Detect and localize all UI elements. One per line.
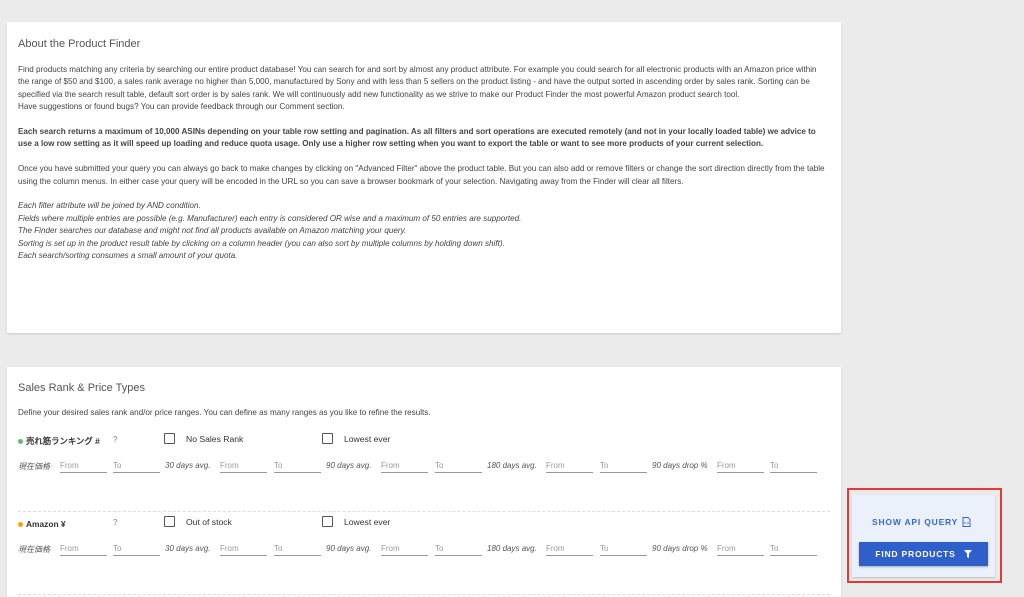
range-from-input[interactable] bbox=[546, 456, 593, 473]
checkbox-icon[interactable] bbox=[164, 433, 175, 444]
highlight-box bbox=[847, 488, 1002, 583]
help-icon[interactable]: ? bbox=[113, 435, 118, 444]
price-type-group: 売れ筋ランキング # ? No Sales Rank Lowest ever 現在… bbox=[18, 429, 830, 512]
color-dot-icon bbox=[18, 521, 23, 527]
range-to-input[interactable] bbox=[113, 539, 160, 556]
range-from-input[interactable] bbox=[717, 539, 764, 556]
range-to-input[interactable] bbox=[600, 456, 647, 473]
range-label: 30 days avg. bbox=[165, 461, 211, 470]
checkbox-lowest-ever[interactable]: Lowest ever bbox=[322, 516, 390, 527]
range-from-input[interactable] bbox=[60, 539, 107, 556]
about-title: About the Product Finder bbox=[18, 38, 141, 50]
range-to-input[interactable] bbox=[435, 456, 482, 473]
action-panel: SHOW API QUERY FIND PRODUCTS bbox=[852, 495, 995, 577]
range-to-input[interactable] bbox=[274, 456, 321, 473]
range-label: 180 days avg. bbox=[487, 461, 537, 470]
range-label: 現在価格 bbox=[18, 545, 50, 554]
ranks-title: Sales Rank & Price Types bbox=[18, 382, 145, 394]
range-label: 現在価格 bbox=[18, 462, 50, 471]
sales-rank-card: Sales Rank & Price Types Define your des… bbox=[7, 367, 841, 597]
checkbox-icon[interactable] bbox=[164, 516, 175, 527]
checkbox-lowest-ever[interactable]: Lowest ever bbox=[322, 433, 390, 444]
checkbox-icon[interactable] bbox=[322, 516, 333, 527]
range-to-input[interactable] bbox=[600, 539, 647, 556]
checkbox-option-1[interactable]: No Sales Rank bbox=[164, 433, 243, 444]
range-to-input[interactable] bbox=[113, 456, 160, 473]
ranks-description: Define your desired sales rank and/or pr… bbox=[18, 408, 431, 417]
find-products-button[interactable]: FIND PRODUCTS bbox=[859, 542, 988, 566]
range-label: 30 days avg. bbox=[165, 544, 211, 553]
range-to-input[interactable] bbox=[770, 539, 817, 556]
code-file-icon bbox=[962, 517, 971, 527]
filter-icon bbox=[963, 550, 972, 558]
range-from-input[interactable] bbox=[381, 539, 428, 556]
range-from-input[interactable] bbox=[220, 456, 267, 473]
about-intro: Find products matching any criteria by s… bbox=[18, 65, 817, 112]
price-type-name: 売れ筋ランキング # bbox=[26, 436, 100, 446]
help-icon[interactable]: ? bbox=[113, 518, 118, 527]
range-to-input[interactable] bbox=[274, 539, 321, 556]
show-api-query-button[interactable]: SHOW API QUERY bbox=[872, 517, 971, 527]
range-to-input[interactable] bbox=[770, 456, 817, 473]
about-limits: Each search returns a maximum of 10,000 … bbox=[18, 127, 816, 149]
price-type-group: Amazon ¥ ? Out of stock Lowest ever 現在価格 … bbox=[18, 512, 830, 595]
range-from-input[interactable] bbox=[381, 456, 428, 473]
range-to-input[interactable] bbox=[435, 539, 482, 556]
about-notes: Each filter attribute will be joined by … bbox=[18, 201, 522, 261]
checkbox-option-1[interactable]: Out of stock bbox=[164, 516, 232, 527]
about-editing: Once you have submitted your query you c… bbox=[18, 164, 825, 186]
range-label: 90 days drop % bbox=[652, 461, 708, 470]
range-from-input[interactable] bbox=[220, 539, 267, 556]
range-label: 90 days avg. bbox=[326, 544, 372, 553]
about-card: About the Product Finder Find products m… bbox=[7, 22, 841, 333]
range-from-input[interactable] bbox=[717, 456, 764, 473]
range-from-input[interactable] bbox=[60, 456, 107, 473]
checkbox-icon[interactable] bbox=[322, 433, 333, 444]
price-type-name: Amazon ¥ bbox=[26, 519, 66, 529]
color-dot-icon bbox=[18, 438, 23, 444]
range-label: 180 days avg. bbox=[487, 544, 537, 553]
range-from-input[interactable] bbox=[546, 539, 593, 556]
range-label: 90 days avg. bbox=[326, 461, 372, 470]
range-label: 90 days drop % bbox=[652, 544, 708, 553]
